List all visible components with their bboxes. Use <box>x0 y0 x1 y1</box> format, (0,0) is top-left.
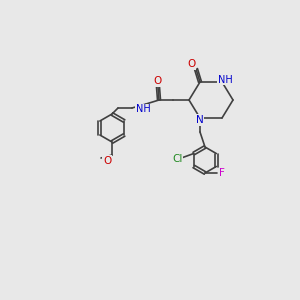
Text: N: N <box>196 115 204 125</box>
Text: F: F <box>219 168 225 178</box>
Text: NH: NH <box>136 104 150 114</box>
Text: O: O <box>103 156 111 166</box>
Text: O: O <box>187 59 195 69</box>
Text: NH: NH <box>218 75 232 85</box>
Text: O: O <box>153 76 161 86</box>
Text: Cl: Cl <box>172 154 183 164</box>
